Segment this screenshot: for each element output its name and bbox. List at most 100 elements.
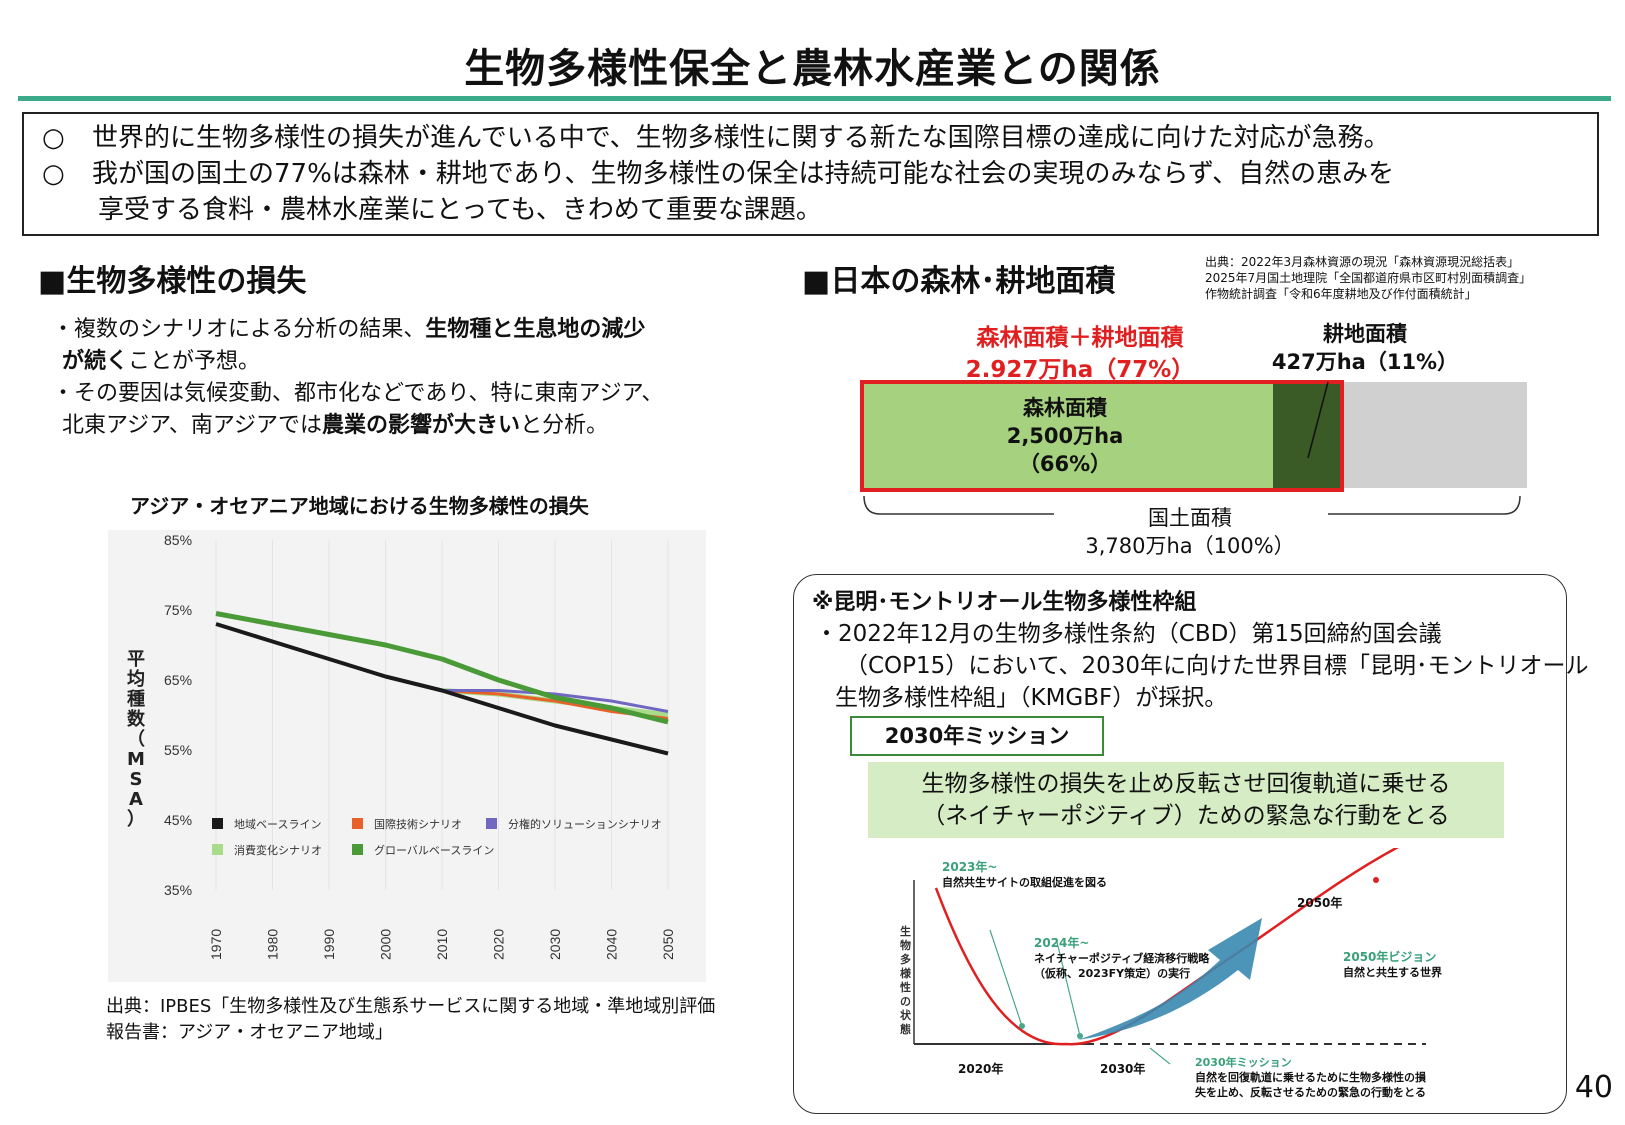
chart-title: アジア・オセアニア地域における生物多様性の損失 [130,494,589,518]
forest-area-percent: （66%） [1018,452,1112,476]
leader-2023 [989,929,1023,1027]
y-axis-label-char: A [129,789,143,810]
area-sources: 出典：2022年3月森林資源の現況「森林資源現況総括表」 2025年7月国土地理… [1205,254,1531,302]
msa-line-chart: 85% 75% 65% 55% 45% 35% 1970 1980 1990 2000 2010 20… [127,532,676,960]
legend-swatch [352,844,363,855]
page-title: 生物多様性保全と農林水産業との関係 [464,46,1161,92]
mission-2030-goal: 生物多様性の損失を止め反転させ回復軌道に乗せる （ネイチャーポジティブ）ための緊… [868,762,1504,838]
loss-bullet-1-emphasis-2: が続く [62,349,129,374]
loss-bullet-2-text: 北東アジア、南アジアでは [62,413,323,438]
section-heading-biodiversity-loss: ■生物多様性の損失 [38,264,307,299]
marker-2023 [1019,1023,1025,1029]
leader-mission [1149,1047,1171,1065]
x-tick-label: 2010 [434,929,450,960]
x-tick-label: 2030 [547,929,563,960]
area-source-2: 2025年7月国土地理院「全国都道府県市区町村別面積調査」 [1205,271,1532,285]
forest-area-bar [863,382,1273,488]
y-axis-label-char: 均 [127,668,145,690]
farmland-label: 耕地面積 [1323,322,1407,346]
loss-bullet-2: ・その要因は気候変動、都市化などであり、特に東南アジア、 [52,381,664,406]
combined-area-value: 2.927万ha（77%） [965,357,1195,383]
y-tick-label: 85% [164,532,192,548]
circle-bullet-icon: ○ [42,159,65,189]
section-heading-japan-area: ■日本の森林･耕地面積 [802,264,1116,299]
y-tick-label: 55% [164,742,192,758]
series-line [442,689,669,713]
kmgbf-body-line-2: （COP15）において、2030年に向けた世界目標「昆明･モントリオール [845,653,1589,679]
y-tick-label: 35% [164,882,192,898]
y-tick-label: 75% [164,602,192,618]
legend-label: 国際技術シナリオ [374,818,462,831]
legend-swatch [486,818,497,829]
kmgbf-body-line-1: ・2022年12月の生物多様性条約（CBD）第15回締約国会議 [815,621,1442,647]
x-label-2030: 2030年 [1100,1062,1146,1076]
label-2050: 2050年 [1297,896,1343,910]
total-area-brace [863,495,1521,515]
label-2024-desc-1: ネイチャーポジティブ経済移行戦略 [1034,952,1210,965]
forest-area-value: 2,500万ha [1006,424,1124,448]
y-tick-label: 65% [164,672,192,688]
combined-area-label: 森林面積＋耕地面積 [976,325,1184,351]
page-number: 40 [1574,1070,1613,1105]
total-area-text: 国土面積 3,780万ha（100%） [1060,504,1320,560]
chart-source: 出典：IPBES「生物多様性及び生態系サービスに関する地域・準地域別評価報告書：… [106,996,716,1043]
marker-2024 [1077,1033,1083,1039]
kmgbf-box [793,574,1567,1114]
leader-2024 [1055,937,1081,1037]
farmland-area-bar [1273,382,1341,488]
intro-text-2: 我が国の国土の77%は森林・耕地であり、生物多様性の保全は持続可能な社会の実現の… [92,159,1395,189]
forest-area-text: 森林面積 2,500万ha （66%） [930,394,1200,478]
forest-area-label: 森林面積 [1023,396,1107,420]
intro-bullet-1: ○ 世界的に生物多様性の損失が進んでいる中で、生物多様性に関する新たな国際目標の達… [42,120,1579,156]
intro-bullet-2: ○ 我が国の国土の77%は森林・耕地であり、生物多様性の保全は持続可能な社会の実現… [42,156,1579,192]
legend-label: 地域ベースライン [234,818,321,831]
x-tick-label: 2020 [491,929,507,960]
legend-swatch [352,818,363,829]
total-area-label: 国土面積 [1148,506,1232,530]
loss-bullet-1-text: ・複数のシナリオによる分析の結果、 [52,317,426,342]
loss-bullet-1: ・複数のシナリオによる分析の結果、生物種と生息地の減少 [52,314,752,346]
farmland-leader-line [1307,381,1329,459]
series-line [215,622,669,756]
nature-positive-diagram [913,848,1426,1065]
label-2023: 2023年~ [942,860,998,874]
label-2023-desc: 自然共生サイトの取組促進を図る [942,876,1107,889]
legend-swatch [212,818,223,829]
mission-goal-line-2: （ネイチャーポジティブ）ための緊急な行動をとる [922,803,1450,829]
y-tick-label: 45% [164,812,192,828]
legend-label: グローバルベースライン [374,843,494,857]
legend-label: 消費変化シナリオ [234,843,322,857]
farmland-value: 427万ha（11%） [1271,350,1459,374]
label-2024-desc-2: （仮称、2023FY策定）の実行 [1034,967,1191,980]
chart-background [108,530,706,982]
legend-label: 分権的ソリューションシナリオ [508,817,662,831]
marker-2050 [1373,877,1379,883]
title-divider [18,96,1611,101]
x-tick-label: 2040 [604,929,620,960]
y-axis-label-char: 数 [127,708,146,730]
loss-bullet-2-text-2: と分析。 [520,413,609,438]
y-axis-label-char: ） [127,809,145,830]
mission-goal-line-1: 生物多様性の損失を止め反転させ回復軌道に乗せる [921,771,1451,797]
kmgbf-body-line-3: 生物多様性枠組」（KMGBF）が採択。 [835,685,1228,711]
x-label-2020: 2020年 [958,1062,1004,1076]
label-vision-desc: 自然と共生する世界 [1343,966,1442,979]
label-mission-2030: 2030年ミッション [1195,1056,1292,1069]
loss-bullet-2-emphasis: 農業の影響が大きい [322,413,521,438]
combined-area-highlight [860,380,1344,492]
x-tick-label: 2050 [660,929,676,960]
loss-bullets: ・複数のシナリオによる分析の結果、生物種と生息地の減少 が続くことが予想。 ・そ… [52,314,752,442]
upward-arrow-icon [1078,918,1262,1040]
loss-bullet-1-cont: が続くことが予想。 [52,346,752,378]
intro-box: ○ 世界的に生物多様性の損失が進んでいる中で、生物多様性に関する新たな国際目標の達… [22,112,1599,236]
x-tick-label: 1980 [265,929,281,960]
y-axis-label-char: 種 [127,688,145,710]
label-mission-desc-2: 失を止め、反転させるための緊急の行動をとる [1195,1086,1426,1099]
x-tick-label: 1990 [321,929,337,960]
y-axis-label-char: 平 [127,649,145,670]
y-axis-label-char: M [127,749,145,770]
x-tick-label: 1970 [208,929,224,960]
loss-bullet-1-emphasis: 生物種と生息地の減少 [425,317,646,342]
mission-2030-label: 2030年ミッション [850,716,1104,756]
label-vision-2050: 2050年ビジョン [1343,950,1437,964]
